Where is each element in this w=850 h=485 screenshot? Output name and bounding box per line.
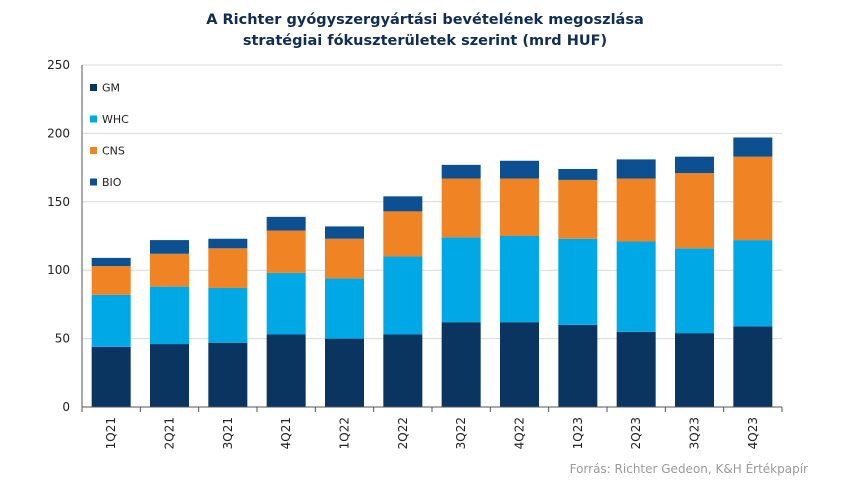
x-tick-label: 3Q21 (221, 417, 235, 449)
bar-gm-1q21 (91, 346, 131, 407)
bar-whc-2q22 (383, 256, 423, 335)
source-note: Forrás: Richter Gedeon, K&H Értékpapír (569, 462, 808, 476)
bar-bio-1q21 (91, 257, 131, 267)
bar-whc-4q22 (500, 236, 539, 323)
bar-bio-3q23 (675, 156, 714, 174)
y-tick-label: 200 (47, 126, 70, 140)
bar-whc-3q21 (208, 287, 248, 343)
bar-cns-2q21 (150, 253, 189, 287)
bar-cns-1q21 (91, 266, 131, 295)
bar-bio-2q21 (150, 240, 189, 254)
bars (91, 137, 773, 407)
x-tick-label: 3Q23 (688, 417, 702, 449)
x-tick-label: 4Q22 (513, 417, 527, 449)
bar-gm-4q22 (500, 322, 539, 407)
bar-cns-3q22 (441, 178, 481, 238)
y-tick-label: 150 (47, 195, 70, 209)
bar-bio-4q21 (266, 216, 306, 231)
bar-gm-2q21 (150, 344, 189, 407)
legend-swatch-whc (90, 115, 97, 123)
x-tick-label: 2Q23 (629, 417, 643, 449)
legend-label-bio: BIO (102, 176, 122, 189)
axes: 0 50 100 150 200 250 1Q21 2Q21 3Q21 4Q21 1Q22 2Q22 3… (47, 58, 783, 449)
bar-whc-3q22 (441, 237, 481, 323)
bar-cns-1q23 (558, 179, 598, 239)
bar-gm-3q21 (208, 342, 248, 407)
chart-title: A Richter gyógyszergyártási bevételének … (0, 10, 850, 52)
legend-swatch-cns (90, 147, 97, 154)
bar-bio-4q23 (733, 137, 773, 157)
legend-swatch-gm (90, 84, 97, 91)
bar-gm-4q23 (733, 326, 773, 407)
bar-gm-3q22 (441, 322, 481, 407)
x-tick-label: 4Q23 (746, 417, 760, 449)
bar-whc-4q21 (266, 272, 306, 335)
bar-cns-2q23 (616, 178, 656, 242)
bar-whc-3q23 (675, 248, 714, 334)
chart-title-line1: A Richter gyógyszergyártási bevételének … (206, 12, 644, 28)
legend-label-cns: CNS (102, 145, 125, 158)
legend-swatch-bio (90, 178, 97, 186)
bar-whc-2q23 (616, 241, 656, 332)
bar-bio-3q22 (441, 164, 481, 179)
bar-whc-4q23 (733, 240, 773, 327)
bar-cns-4q21 (266, 230, 306, 273)
y-tick-label: 100 (47, 263, 70, 277)
bar-bio-2q22 (383, 196, 423, 212)
y-tick-label: 50 (55, 332, 70, 346)
bar-gm-3q23 (675, 333, 714, 407)
bar-gm-2q22 (383, 334, 423, 407)
x-tick-label: 3Q22 (454, 417, 468, 449)
bar-gm-2q23 (616, 331, 656, 407)
y-tick-label: 250 (47, 58, 70, 72)
x-tick-label: 4Q21 (279, 417, 293, 449)
bar-cns-4q22 (500, 178, 539, 236)
bar-whc-2q21 (150, 286, 189, 345)
bar-gm-1q23 (558, 324, 598, 407)
legend-label-gm: GM (102, 82, 120, 95)
y-tick-label: 0 (62, 400, 70, 414)
bar-bio-2q23 (616, 159, 656, 179)
bar-cns-2q22 (383, 211, 423, 257)
bar-cns-4q23 (733, 156, 773, 241)
chart-title-line2: stratégiai fókuszterületek szerint (mrd … (242, 33, 608, 49)
bar-whc-1q21 (91, 294, 131, 347)
bar-gm-4q21 (266, 334, 306, 407)
gridlines (82, 64, 782, 340)
bar-bio-3q21 (208, 238, 248, 249)
bar-gm-1q22 (325, 338, 364, 407)
legend: GM WHC CNS BIO (90, 82, 129, 189)
bar-whc-1q22 (325, 278, 364, 339)
bar-cns-3q23 (675, 173, 714, 249)
bar-bio-1q22 (325, 226, 364, 239)
legend-label-whc: WHC (102, 113, 129, 126)
bar-whc-1q23 (558, 238, 598, 325)
bar-cns-3q21 (208, 248, 248, 288)
x-tick-label: 1Q21 (104, 417, 118, 449)
x-tick-label: 1Q22 (338, 417, 352, 449)
x-tick-label: 2Q21 (163, 417, 177, 449)
bar-bio-4q22 (500, 160, 539, 179)
x-tick-label: 1Q23 (571, 417, 585, 449)
bar-bio-1q23 (558, 168, 598, 180)
x-tick-label: 2Q22 (396, 417, 410, 449)
bar-cns-1q22 (325, 238, 364, 279)
